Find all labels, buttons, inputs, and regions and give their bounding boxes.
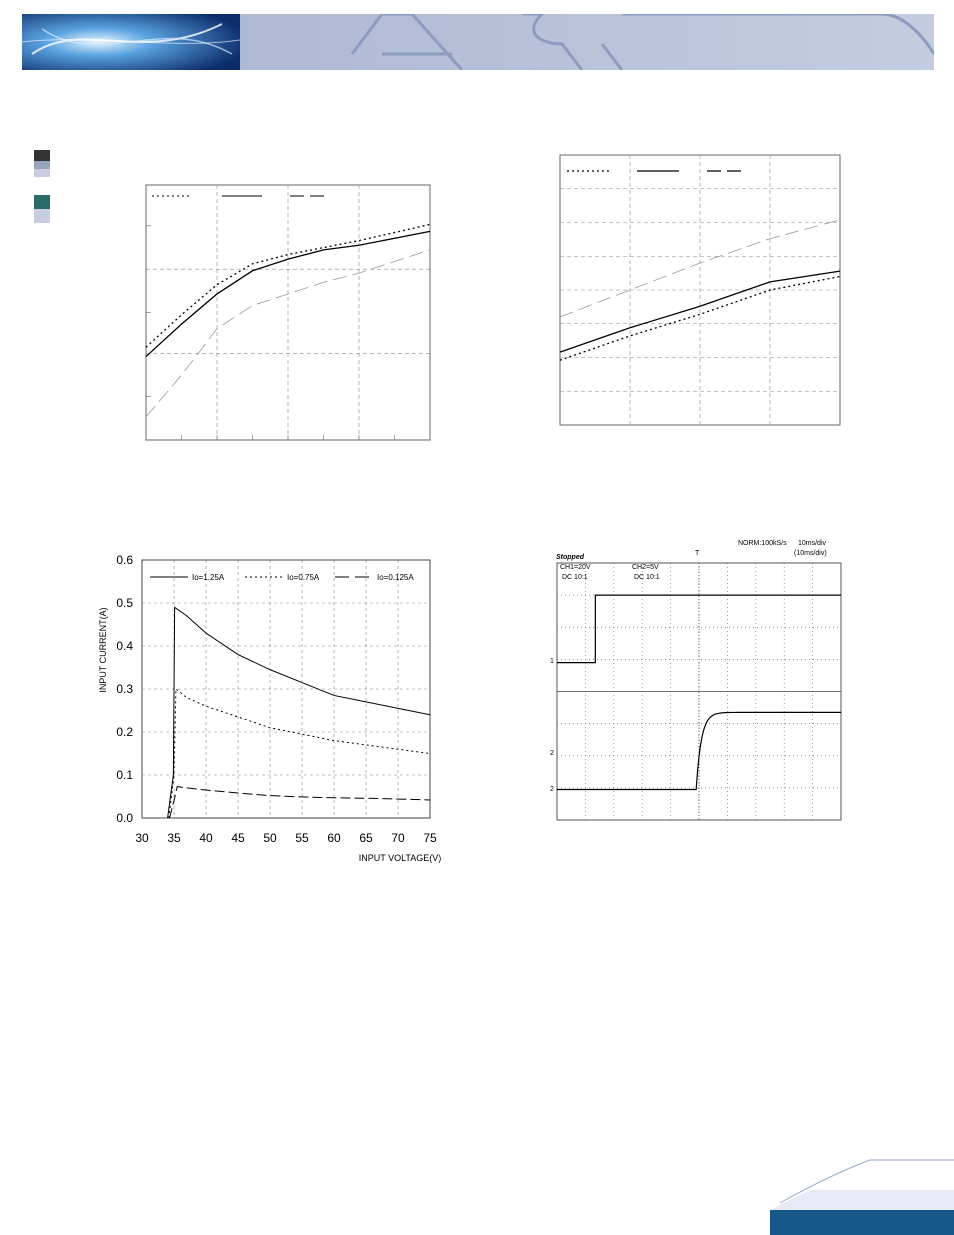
chart3-xtick-label: 30 — [135, 831, 149, 845]
legend-swatches — [34, 150, 50, 223]
chart3-ylabel: INPUT CURRENT(A) — [98, 607, 108, 692]
header-logo-image — [22, 14, 241, 70]
scope-ch2-coupling: DC 10:1 — [634, 574, 660, 581]
chart3-xtick-label: 70 — [391, 831, 405, 845]
scope-ch2-marker-b: 2 — [550, 786, 554, 793]
header-watermark-shapes — [350, 14, 934, 70]
chart3-legend-label-1: Io=1.25A — [192, 573, 225, 582]
chart3-legend: Io=1.25A Io=0.75A Io=0.125A — [150, 573, 414, 582]
swatch-mid — [34, 161, 50, 169]
chart-efficiency-vs-load — [145, 184, 431, 441]
scope-ch2-trace — [557, 711, 841, 791]
chart1-series-3 — [145, 249, 431, 418]
chart3-xtick-label: 60 — [327, 831, 341, 845]
chart3-xlabel: INPUT VOLTAGE(V) — [359, 853, 442, 863]
swatch-light-2 — [34, 209, 50, 223]
chart3-xtick-label: 65 — [359, 831, 373, 845]
chart3-ytick-label: 0.6 — [116, 553, 133, 567]
swatch-teal — [34, 195, 50, 209]
chart3-ytick-label: 0.3 — [116, 682, 133, 696]
chart3-series-1 — [167, 606, 431, 819]
chart3-ytick-label: 0.0 — [116, 811, 133, 825]
scope-ch1-marker: 1 — [550, 658, 554, 665]
chart3-xtick-label: 35 — [167, 831, 181, 845]
chart3-xtick-label: 40 — [199, 831, 213, 845]
scope-mode: NORM:100kS/s — [738, 540, 787, 547]
chart3-legend-label-2: Io=0.75A — [287, 573, 320, 582]
swatch-light — [34, 169, 50, 177]
chart3-ytick-label: 0.1 — [116, 768, 133, 782]
chart3-ytick-label: 0.5 — [116, 596, 133, 610]
scope-ch2-marker-a: 2 — [550, 750, 554, 757]
chart3-ytick-label: 0.2 — [116, 725, 133, 739]
chart2-series-3 — [559, 219, 841, 318]
scope-status: Stopped — [556, 554, 585, 561]
chart3-legend-label-3: Io=0.125A — [377, 573, 414, 582]
chart2-series-2 — [559, 270, 841, 353]
chart3-ytick-label: 0.4 — [116, 639, 133, 653]
chart1-series-1 — [145, 223, 431, 348]
chart3-xtick-label: 55 — [295, 831, 309, 845]
scope-ch2: CH2=5V — [632, 564, 659, 571]
chart-input-current-vs-voltage: 30 35 40 45 50 55 60 65 70 75 0.0 0.1 0.2 0.3 0.4 0.5 0.… — [98, 553, 442, 863]
scope-ch1: CH1=20V — [560, 564, 591, 571]
scope-ch1-coupling: DC 10:1 — [562, 574, 588, 581]
header-banner — [22, 14, 934, 70]
chart3-xtick-label: 75 — [423, 831, 437, 845]
scope-trigger-marker: T — [695, 550, 700, 557]
footer-bar — [770, 1159, 954, 1235]
chart2-series-1 — [559, 275, 841, 361]
chart1-series-2 — [145, 230, 431, 358]
chart-scope-startup: NORM:100kS/s 10ms/div (10ms/div) Stopped… — [550, 540, 842, 821]
chart3-series-3 — [169, 786, 431, 819]
chart3-xtick-label: 45 — [231, 831, 245, 845]
scope-timebase2: (10ms/div) — [794, 550, 827, 557]
chart3-xtick-label: 50 — [263, 831, 277, 845]
chart-power-loss — [559, 154, 841, 426]
scope-ch1-trace — [557, 594, 841, 664]
swatch-dark — [34, 150, 50, 161]
scope-timebase: 10ms/div — [798, 540, 827, 547]
